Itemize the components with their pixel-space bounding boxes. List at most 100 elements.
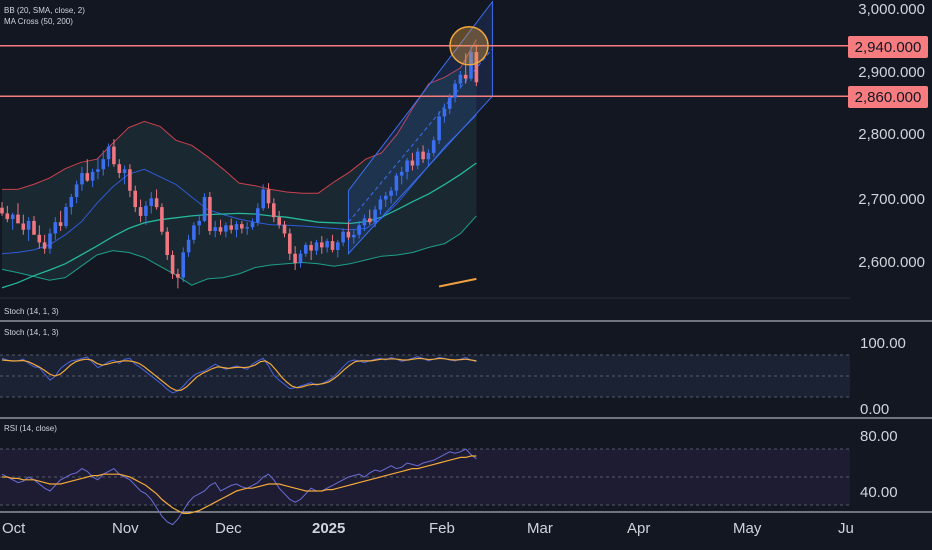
time-tick-may: May: [733, 520, 762, 537]
candle: [378, 195, 383, 215]
candle: [405, 157, 409, 180]
time-tick-apr: Apr: [627, 520, 650, 537]
candle: [112, 139, 116, 167]
candle-body: [26, 220, 31, 230]
candle-body: [218, 227, 223, 232]
candle-body: [298, 253, 303, 264]
candle: [293, 246, 297, 271]
candle: [352, 229, 356, 244]
price-tick-2800: 2,800.000: [858, 126, 925, 143]
candle: [218, 219, 223, 235]
candle: [197, 214, 201, 235]
candle: [421, 145, 425, 163]
time-tick-feb: Feb: [429, 520, 455, 537]
candle: [80, 166, 84, 191]
legend-stoch[interactable]: Stoch (14, 1, 3): [4, 328, 59, 337]
candle-body: [64, 207, 68, 226]
candle: [85, 159, 90, 182]
hline-tag-2860-text: 2,860.000: [855, 89, 922, 106]
candle: [26, 217, 31, 242]
candle: [42, 234, 47, 254]
hline-price-tags: 2,940.000 2,860.000: [848, 36, 928, 108]
candle: [58, 210, 63, 232]
candle: [245, 222, 249, 235]
candle-body: [96, 169, 100, 172]
candle: [144, 200, 148, 225]
candle: [336, 239, 340, 258]
candle: [160, 203, 164, 235]
candle: [37, 225, 42, 249]
candle-body: [21, 223, 26, 230]
candle: [341, 228, 345, 247]
candle: [447, 93, 452, 114]
candle-body: [16, 214, 20, 224]
candle-body: [463, 74, 468, 79]
candle: [64, 203, 68, 229]
candle: [426, 149, 431, 167]
candle: [442, 103, 447, 123]
price-tick-3000: 3,000.000: [858, 1, 925, 18]
candle: [410, 152, 415, 171]
candle-body: [282, 224, 287, 234]
candle-body: [165, 231, 169, 255]
candle: [431, 136, 436, 157]
candle-body: [101, 159, 106, 170]
trend-channel-midline: [348, 48, 493, 223]
legend-ma-cross[interactable]: MA Cross (50, 200): [4, 17, 73, 26]
candle: [256, 203, 260, 226]
candle: [346, 222, 351, 240]
candle: [90, 168, 95, 187]
candle-body: [341, 231, 345, 243]
stoch-tick-100: 100.00: [860, 335, 906, 352]
candle-body: [245, 227, 249, 229]
candle-body: [426, 152, 431, 160]
candle-body: [266, 189, 271, 204]
candle: [192, 222, 196, 244]
candle-body: [192, 225, 196, 240]
price-axis-labels: 3,000.000 2,900.000 2,800.000 2,700.000 …: [858, 1, 925, 271]
candle-body: [106, 146, 111, 160]
legend-stoch-header[interactable]: Stoch (14, 1, 3): [4, 307, 59, 316]
hline-tag-2860: [848, 86, 928, 108]
candle-body: [394, 175, 399, 191]
candle-body: [181, 252, 185, 278]
price-tick-2600: 2,600.000: [858, 254, 925, 271]
candle-body: [474, 52, 479, 83]
candle-body: [250, 222, 255, 228]
candle-body: [37, 234, 42, 243]
candle: [309, 241, 313, 260]
candle: [415, 147, 420, 170]
candle: [5, 205, 10, 223]
candle-body: [384, 195, 388, 200]
candle-body: [170, 255, 175, 274]
candle-body: [154, 198, 159, 208]
candle: [234, 220, 239, 238]
candle-body: [336, 242, 340, 250]
stoch-pane: [0, 354, 850, 398]
candle-body: [160, 207, 164, 232]
candle-body: [325, 241, 329, 248]
candle: [250, 218, 255, 230]
bb-lower-line: [1, 215, 477, 286]
candle-body: [176, 273, 180, 278]
candle-body: [42, 242, 47, 249]
candle: [154, 189, 159, 210]
candle-body: [128, 169, 132, 191]
legend-rsi[interactable]: RSI (14, close): [4, 424, 57, 433]
candle-body: [229, 225, 233, 230]
rsi-line: [1, 448, 477, 526]
candle-body: [186, 239, 191, 253]
candle: [261, 184, 265, 211]
time-tick-oct: Oct: [2, 520, 26, 537]
candle-body: [272, 203, 276, 218]
candle: [458, 71, 463, 89]
candle: [165, 227, 169, 260]
time-tick-jun: Ju: [838, 520, 854, 537]
candle: [133, 185, 137, 213]
candle: [208, 191, 212, 235]
ma50-line: [1, 162, 477, 289]
candle: [266, 183, 271, 209]
legend-bb[interactable]: BB (20, SMA, close, 2): [4, 6, 85, 15]
candle: [69, 193, 74, 215]
candle: [399, 166, 404, 185]
